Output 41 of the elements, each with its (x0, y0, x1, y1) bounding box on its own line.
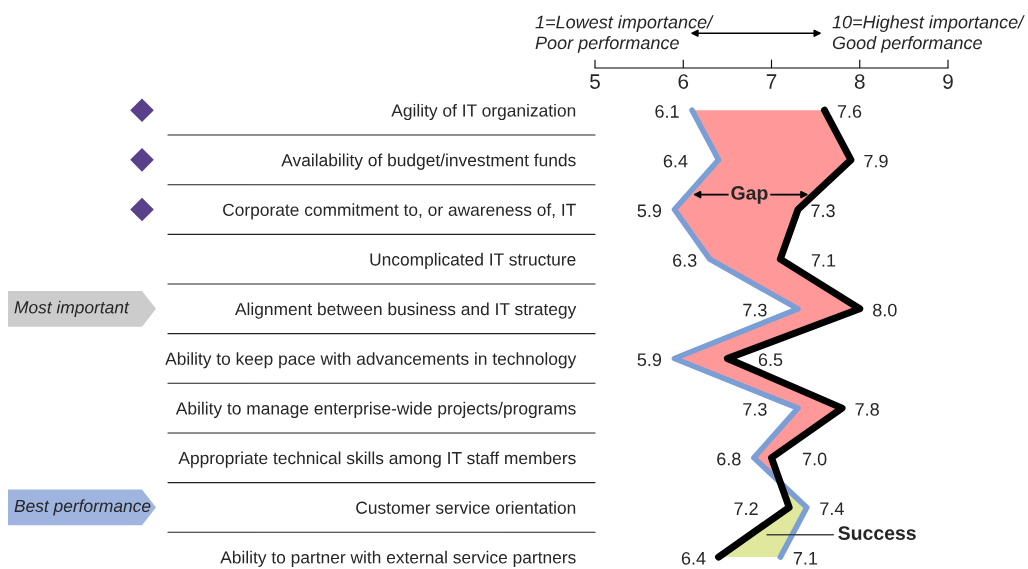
annotation: Success (838, 526, 916, 540)
x-tick-label: 7 (766, 74, 777, 89)
data-label: 7.8 (855, 402, 879, 416)
data-label: 5.9 (637, 204, 662, 218)
data-label: 7.9 (864, 154, 888, 168)
y-tick-label: Ability to partner with external service partners (220, 550, 576, 567)
data-label: 7.3 (743, 303, 767, 317)
data-label: 8.0 (873, 303, 897, 317)
y-tick-label: Ability to manage enterprise-wide projects/programs (175, 401, 576, 419)
data-label: 6.3 (673, 254, 697, 267)
data-label: 6.4 (663, 154, 688, 168)
text: 1=Lowest importance/ Poor performance (535, 15, 714, 53)
y-tick-label: Ability to keep pace with advancements in technology (165, 352, 577, 369)
y-tick-label: Availability of budget/investment funds (281, 153, 576, 170)
data-label: 7.3 (743, 402, 767, 416)
data-label: 7.2 (734, 502, 758, 515)
data-label: 7.0 (802, 452, 827, 466)
data-label: 6.8 (717, 452, 741, 466)
data-label: 7.1 (793, 552, 818, 565)
data-label: 6.1 (655, 105, 679, 118)
text: Best performance (14, 499, 151, 516)
data-label: 6.5 (758, 353, 783, 367)
x-tick-label: 6 (678, 74, 689, 89)
data-label: 7.1 (811, 254, 836, 267)
text: Most important (14, 300, 130, 317)
data-label: 5.9 (637, 353, 662, 367)
y-tick-label: Corporate commitment to, or awareness of, IT (223, 203, 576, 220)
data-label: 7.6 (837, 105, 862, 118)
data-label: 6.4 (681, 551, 706, 565)
data-label: 7.3 (811, 204, 835, 218)
data-label: 7.4 (820, 502, 844, 515)
x-tick-label: 5 (590, 74, 600, 89)
y-tick-label: Appropriate technical skills among IT staff members (178, 451, 576, 468)
text: 10=Highest importance/ Good performance (832, 15, 1025, 53)
x-tick-label: 9 (943, 74, 953, 89)
y-tick-label: Alignment between business and IT strategy (234, 302, 577, 319)
x-tick-label: 8 (854, 74, 865, 89)
y-tick-label: Uncomplicated IT structure (370, 252, 576, 270)
annotation: Gap (731, 186, 768, 204)
y-tick-label: Agility of IT organization (391, 103, 576, 121)
y-tick-label: Customer service orientation (356, 501, 576, 514)
